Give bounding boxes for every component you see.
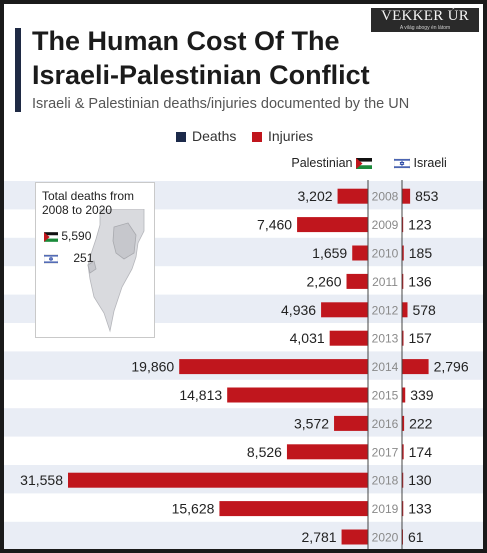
chart-title-line-2: Israeli-Palestinian Conflict xyxy=(32,60,370,90)
inset-title: Total deaths from 2008 to 2020 xyxy=(42,189,135,217)
palestinian-value-label: 4,031 xyxy=(290,330,325,346)
israeli-injury-bar xyxy=(402,245,404,261)
palestinian-value-label: 3,572 xyxy=(294,415,329,431)
palestinian-injury-bar xyxy=(334,415,368,431)
inset-israeli-deaths: 251 xyxy=(44,251,93,265)
palestine-flag-icon xyxy=(44,232,58,242)
israeli-label: Israeli xyxy=(413,156,447,170)
palestinian-value-label: 8,526 xyxy=(247,444,282,460)
israel-flag-icon xyxy=(394,158,410,169)
israeli-value-label: 133 xyxy=(408,501,432,517)
watermark: VEKKER ÚR A világ abogy én látom xyxy=(371,8,479,32)
title-accent-bar xyxy=(15,28,21,112)
row-shade xyxy=(4,521,483,549)
israeli-injury-bar xyxy=(402,188,411,204)
palestinian-value-label: 2,781 xyxy=(302,529,337,545)
legend-item-injuries: Injuries xyxy=(252,128,313,144)
israeli-value-label: 222 xyxy=(409,415,433,431)
israel-flag-icon xyxy=(44,254,58,264)
legend-swatch-deaths xyxy=(176,132,186,142)
palestinian-value-label: 14,813 xyxy=(179,387,222,403)
palestinian-value-label: 3,202 xyxy=(298,188,333,204)
palestinian-injury-bar xyxy=(346,273,368,289)
year-label: 2018 xyxy=(372,474,399,488)
palestinian-injury-bar xyxy=(297,217,368,233)
palestinian-value-label: 15,628 xyxy=(172,501,215,517)
year-label: 2019 xyxy=(372,502,399,516)
legend-label-injuries: Injuries xyxy=(268,128,314,144)
chart-subtitle: Israeli & Palestinian deaths/injuries do… xyxy=(32,96,410,112)
israeli-value-label: 157 xyxy=(408,330,432,346)
palestinian-value-label: 2,260 xyxy=(306,273,341,289)
israeli-header: Israeli xyxy=(394,156,447,170)
israeli-injury-bar xyxy=(402,330,404,346)
palestinian-injury-bar xyxy=(321,302,368,318)
year-label: 2015 xyxy=(372,389,399,403)
palestinian-value-label: 31,558 xyxy=(20,472,63,488)
israeli-value-label: 339 xyxy=(410,387,434,403)
israeli-value-label: 123 xyxy=(408,217,432,233)
israeli-injury-bar xyxy=(402,273,404,289)
inset-israeli-value: 251 xyxy=(73,251,94,265)
inset-palestinian-value: 5,590 xyxy=(61,229,92,243)
israeli-injury-bar xyxy=(402,444,404,460)
year-label: 2011 xyxy=(372,275,398,289)
infographic-frame: VEKKER ÚR A világ abogy én látom The Hum… xyxy=(4,4,483,549)
palestinian-injury-bar xyxy=(329,330,368,346)
total-deaths-inset: Total deaths from 2008 to 2020 5,590 251 xyxy=(35,182,155,338)
israeli-injury-bar xyxy=(402,387,406,403)
watermark-name: VEKKER ÚR xyxy=(380,8,470,24)
israeli-injury-bar xyxy=(402,217,404,233)
palestinian-injury-bar xyxy=(352,245,368,261)
israeli-value-label: 578 xyxy=(412,302,436,318)
year-label: 2012 xyxy=(372,303,399,317)
year-label: 2009 xyxy=(372,218,399,232)
palestinian-header: Palestinian xyxy=(254,156,372,170)
chart-title-line-1: The Human Cost Of The xyxy=(32,26,340,56)
inset-palestinian-deaths: 5,590 xyxy=(44,229,91,243)
year-label: 2008 xyxy=(372,190,399,204)
israeli-value-label: 853 xyxy=(415,188,439,204)
palestinian-value-label: 19,860 xyxy=(131,359,174,375)
israeli-injury-bar xyxy=(402,501,404,517)
watermark-tagline: A világ abogy én látom xyxy=(399,25,451,31)
year-label: 2013 xyxy=(372,332,399,346)
palestinian-injury-bar xyxy=(219,501,368,517)
israeli-injury-bar xyxy=(402,472,404,488)
palestinian-injury-bar xyxy=(286,444,368,460)
legend-swatch-injuries xyxy=(252,132,262,142)
year-label: 2020 xyxy=(372,531,399,545)
year-label: 2010 xyxy=(372,247,399,261)
palestinian-value-label: 7,460 xyxy=(257,217,292,233)
palestinian-label: Palestinian xyxy=(291,156,353,170)
palestine-flag-icon xyxy=(356,158,372,169)
map-icon xyxy=(87,209,145,333)
palestinian-injury-bar xyxy=(179,359,368,375)
palestinian-injury-bar xyxy=(227,387,368,403)
israeli-value-label: 130 xyxy=(408,472,432,488)
palestinian-injury-bar xyxy=(337,188,368,204)
year-label: 2017 xyxy=(372,445,399,459)
israeli-value-label: 2,796 xyxy=(434,359,469,375)
israeli-injury-bar xyxy=(402,415,405,431)
year-label: 2014 xyxy=(372,360,399,374)
israeli-value-label: 174 xyxy=(409,444,433,460)
palestinian-value-label: 4,936 xyxy=(281,302,316,318)
palestinian-value-label: 1,659 xyxy=(312,245,347,261)
israeli-injury-bar xyxy=(402,302,408,318)
year-label: 2016 xyxy=(372,417,399,431)
israeli-value-label: 61 xyxy=(408,529,424,545)
israeli-value-label: 136 xyxy=(408,273,432,289)
israeli-value-label: 185 xyxy=(409,245,433,261)
israeli-injury-bar xyxy=(402,359,429,375)
legend-label-deaths: Deaths xyxy=(192,128,237,144)
palestinian-injury-bar xyxy=(341,529,368,545)
legend-item-deaths: Deaths xyxy=(176,128,236,144)
palestinian-injury-bar xyxy=(68,472,368,488)
